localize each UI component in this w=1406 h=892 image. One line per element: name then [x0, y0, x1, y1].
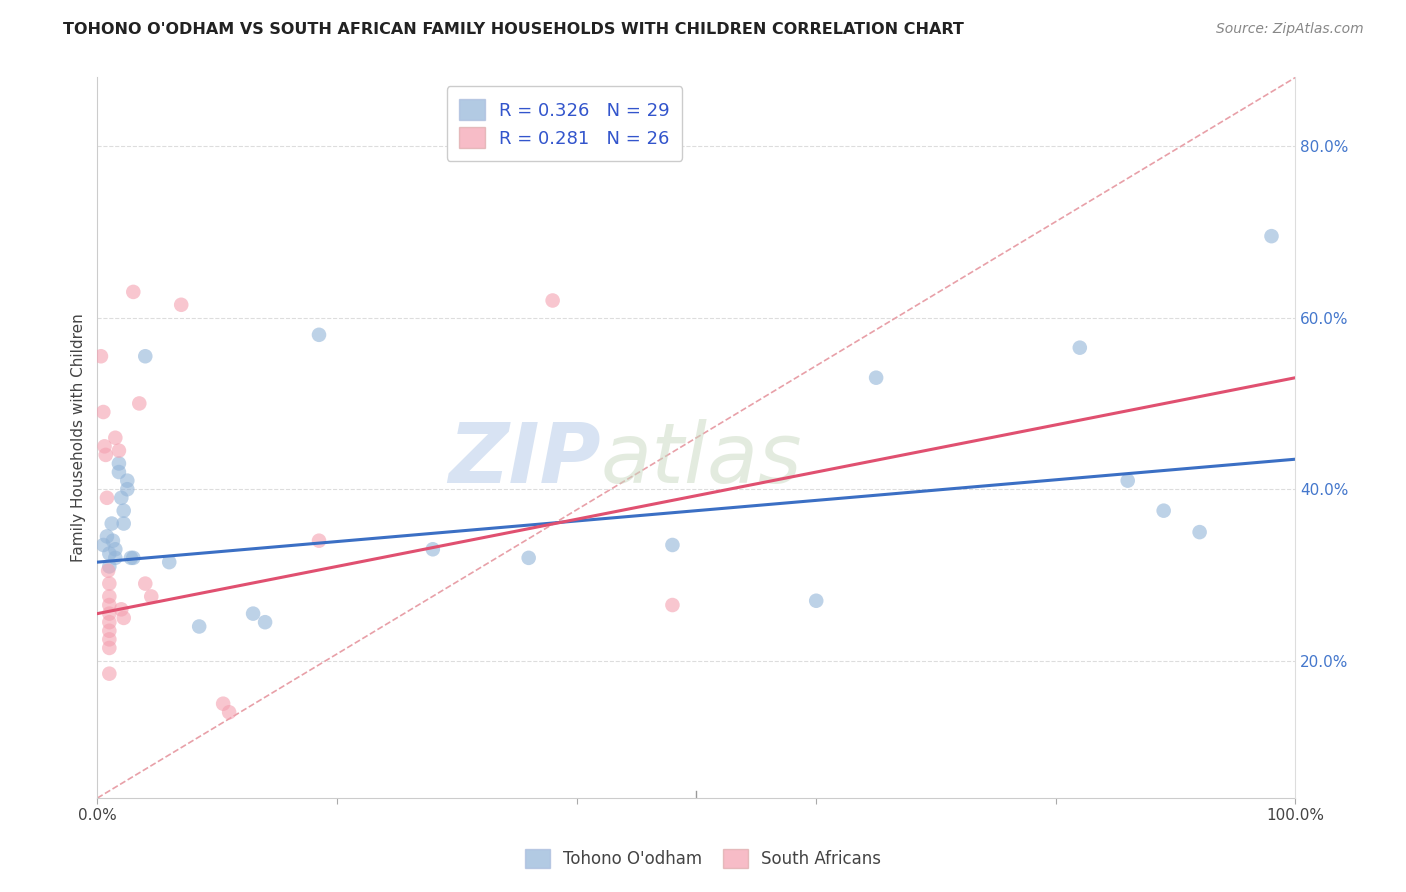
Point [157, 555, 180, 569]
Legend: Tohono O'odham, South Africans: Tohono O'odham, South Africans [517, 840, 889, 877]
Point [96, 491, 118, 505]
Point [517, 550, 540, 565]
Point [98, 547, 121, 561]
Point [117, 482, 139, 496]
Point [93, 538, 115, 552]
Point [120, 550, 142, 565]
Point [308, 533, 330, 548]
Point [134, 349, 156, 363]
Point [122, 285, 145, 299]
Point [541, 293, 564, 308]
Point [94, 448, 117, 462]
Point [865, 370, 887, 384]
Point [108, 465, 131, 479]
Point [1069, 341, 1091, 355]
Text: Source: ZipAtlas.com: Source: ZipAtlas.com [1216, 22, 1364, 37]
Point [112, 504, 135, 518]
Point [422, 542, 444, 557]
Point [134, 576, 156, 591]
Point [212, 697, 235, 711]
Point [1116, 474, 1139, 488]
Point [110, 491, 132, 505]
Point [112, 516, 135, 531]
Point [101, 533, 124, 548]
Point [108, 443, 131, 458]
Point [110, 602, 132, 616]
Point [254, 615, 277, 630]
Point [98, 590, 121, 604]
Point [98, 624, 121, 638]
Point [661, 598, 683, 612]
Point [96, 529, 118, 543]
Point [98, 576, 121, 591]
Text: ZIP: ZIP [449, 419, 600, 500]
Point [141, 590, 163, 604]
Point [98, 607, 121, 621]
Point [308, 327, 330, 342]
Point [108, 457, 131, 471]
Point [170, 298, 193, 312]
Point [104, 550, 127, 565]
Point [122, 550, 145, 565]
Legend: R = 0.326   N = 29, R = 0.281   N = 26: R = 0.326 N = 29, R = 0.281 N = 26 [447, 87, 682, 161]
Point [117, 474, 139, 488]
Point [104, 431, 127, 445]
Point [1153, 504, 1175, 518]
Y-axis label: Family Households with Children: Family Households with Children [72, 313, 86, 562]
Point [93, 439, 115, 453]
Text: TOHONO O'ODHAM VS SOUTH AFRICAN FAMILY HOUSEHOLDS WITH CHILDREN CORRELATION CHAR: TOHONO O'ODHAM VS SOUTH AFRICAN FAMILY H… [63, 22, 965, 37]
Point [100, 516, 122, 531]
Point [98, 666, 121, 681]
Point [218, 706, 240, 720]
Point [98, 632, 121, 647]
Point [98, 598, 121, 612]
Point [128, 396, 150, 410]
Point [98, 640, 121, 655]
Point [188, 619, 211, 633]
Point [242, 607, 264, 621]
Point [98, 559, 121, 574]
Text: atlas: atlas [600, 419, 803, 500]
Point [93, 405, 115, 419]
Point [1260, 229, 1282, 244]
Point [661, 538, 683, 552]
Point [104, 542, 127, 557]
Point [98, 615, 121, 630]
Point [112, 611, 135, 625]
Point [90, 349, 112, 363]
Point [1188, 525, 1211, 540]
Point [806, 593, 828, 607]
Point [97, 564, 120, 578]
